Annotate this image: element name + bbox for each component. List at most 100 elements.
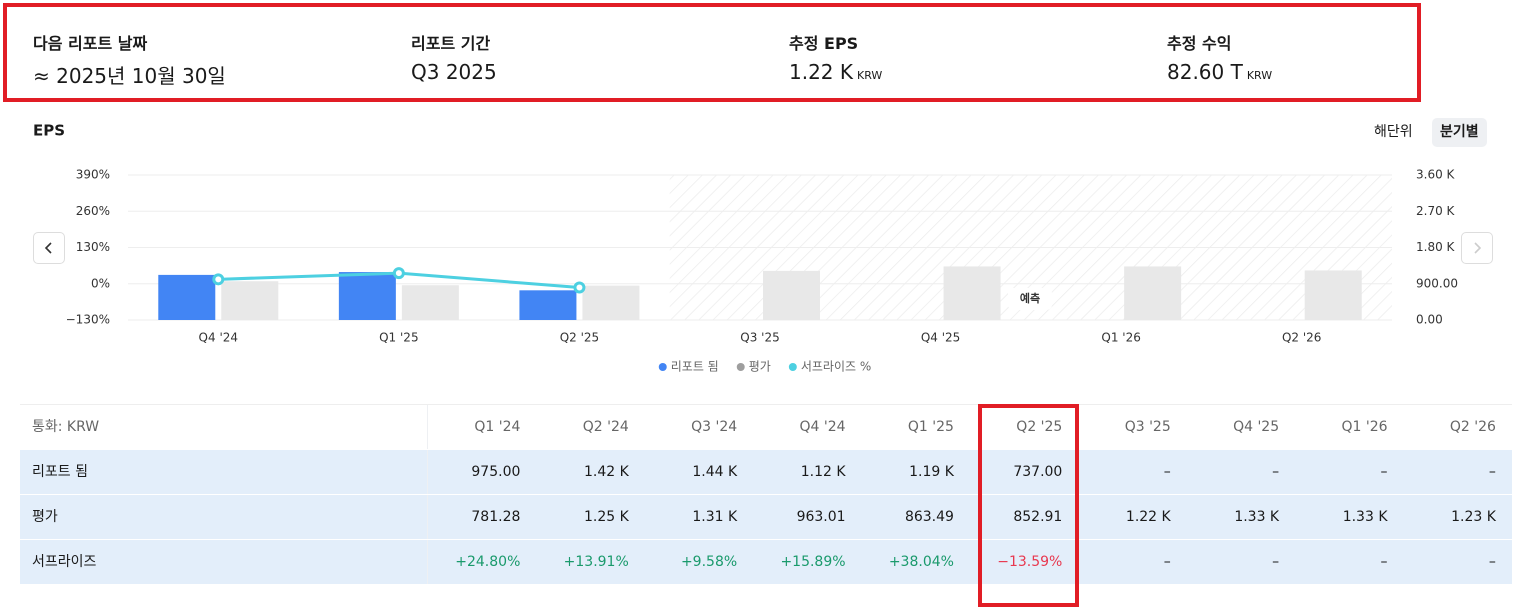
- summary-value-text: ≈ 2025년 10월 30일: [33, 64, 226, 88]
- x-tick-label: Q4 '24: [199, 331, 238, 345]
- table-cell: +13.91%: [563, 554, 629, 570]
- table-header-row: 통화: KRW Q1 '24 Q2 '24 Q3 '24 Q4 '24 Q1 '25 Q2 …: [20, 405, 1512, 449]
- legend-label: 서프라이즈 %: [801, 360, 871, 374]
- table-cell: –: [1380, 464, 1388, 480]
- prev-icon: [44, 242, 52, 254]
- toggle-quarterly[interactable]: 분기별: [1432, 118, 1487, 147]
- table-cell: 1.19 K: [909, 464, 954, 480]
- next-icon: [1474, 242, 1482, 254]
- header-cell: Q3 '24: [691, 419, 738, 435]
- table-cell: 963.01: [796, 509, 846, 525]
- table-cell: 1.33 K: [1234, 509, 1280, 525]
- next-button[interactable]: [1461, 232, 1493, 264]
- summary-item: 다음 리포트 날짜 ≈ 2025년 10월 30일: [33, 30, 226, 89]
- table-cell: +38.04%: [888, 554, 954, 570]
- summary-unit: KRW: [1246, 69, 1273, 82]
- forecast-badge-bg: [1008, 288, 1052, 310]
- legend-swatch: [658, 363, 667, 371]
- y-tick-label: 390%: [76, 168, 110, 182]
- highlight-box: [978, 404, 1079, 607]
- summary-item: 리포트 기간 Q3 2025: [411, 30, 497, 84]
- legend-label: 리포트 됨: [671, 360, 719, 374]
- table-cell: 1.22 K: [1125, 509, 1171, 525]
- y-tick-label: 130%: [76, 240, 110, 254]
- header-cell: 통화: KRW: [20, 405, 428, 449]
- table-cell: 781.28: [471, 509, 521, 525]
- bar: [519, 290, 577, 320]
- summary-value-text: 82.60 T: [1167, 60, 1243, 84]
- summary-unit: KRW: [857, 69, 883, 82]
- bar: [763, 270, 820, 320]
- summary-value: ≈ 2025년 10월 30일: [33, 60, 226, 89]
- summary-label: 다음 리포트 날짜: [33, 34, 148, 53]
- x-tick-label: Q2 '25: [560, 331, 599, 345]
- legend-swatch: [736, 363, 745, 371]
- summary-value: Q3 2025: [411, 60, 497, 84]
- y-tick-label: 260%: [76, 204, 110, 218]
- table-cell: –: [1163, 554, 1171, 570]
- header-cell: Q4 '25: [1233, 419, 1280, 435]
- header-cell: Q2 '25: [1016, 419, 1063, 435]
- table-row: 리포트 됨 975.00 1.42 K 1.44 K 1.12 K 1.19 K 737.0…: [20, 450, 1512, 494]
- forecast-label: 예측: [1020, 291, 1040, 305]
- header-cell: Q1 '24: [474, 419, 521, 435]
- summary-label: 추정 수익: [1167, 34, 1232, 53]
- table-cell: 975.00: [471, 464, 521, 480]
- bar: [1304, 270, 1362, 320]
- table-cell: +24.80%: [455, 554, 521, 570]
- surprise-point: [212, 273, 225, 286]
- table-cell: 737.00: [1013, 464, 1063, 480]
- summary-item: 추정 EPS 1.22 K KRW: [789, 30, 882, 84]
- y2-tick-label: 900.00: [1416, 276, 1458, 290]
- y2-tick-label: 2.70 K: [1416, 204, 1456, 218]
- table-cell: +15.89%: [780, 554, 846, 570]
- surprise-point: [573, 281, 586, 294]
- prev-button[interactable]: [33, 232, 65, 264]
- table-cell: −13.59%: [997, 554, 1063, 570]
- table-cell: 1.33 K: [1342, 509, 1388, 525]
- table-cell: –: [1488, 464, 1496, 480]
- bar: [401, 285, 459, 320]
- y2-tick-label: 3.60 K: [1416, 168, 1456, 182]
- table-cell: 1.25 K: [583, 509, 629, 525]
- forecast-badge: 예측: [1008, 288, 1052, 310]
- table: 통화: KRW Q1 '24 Q2 '24 Q3 '24 Q4 '24 Q1 '25 Q2 …: [20, 404, 1512, 585]
- table-cell: 1.42 K: [583, 464, 629, 480]
- table-row: 서프라이즈 +24.80% +13.91% +9.58% +15.89% +38.04% −…: [20, 540, 1512, 584]
- header-cell: Q3 '25: [1124, 419, 1171, 435]
- legend-swatch: [788, 363, 797, 371]
- table-cell: 평가: [20, 495, 428, 539]
- summary-value-text: Q3 2025: [411, 60, 497, 84]
- summary-value-text: 1.22 K: [789, 60, 854, 84]
- x-tick-label: Q1 '25: [379, 331, 418, 345]
- chart: EPS −130% 0% 130% 260% 390% 0.00 900.00 1.80 K 2…: [33, 122, 1458, 374]
- bar: [582, 285, 640, 320]
- table-cell: –: [1380, 554, 1388, 570]
- table-cell: –: [1272, 464, 1280, 480]
- table-cell: 1.12 K: [800, 464, 846, 480]
- table-cell: 852.91: [1013, 509, 1063, 525]
- summary-value: 82.60 T KRW: [1167, 60, 1272, 84]
- highlight-box: [3, 3, 1421, 102]
- x-tick-label: Q1 '26: [1101, 331, 1140, 345]
- x-tick-label: Q2 '26: [1282, 331, 1321, 345]
- legend: 리포트 됨 평가 서프라이즈 %: [658, 360, 871, 374]
- table-cell: 서프라이즈: [20, 540, 428, 584]
- x-tick-label: Q3 '25: [740, 331, 779, 345]
- table-cell: –: [1163, 464, 1171, 480]
- bar: [158, 274, 216, 320]
- table-cell: 863.49: [904, 509, 954, 525]
- bar: [338, 272, 396, 320]
- table-cell: +9.58%: [680, 554, 738, 570]
- chart-title: EPS: [33, 122, 65, 140]
- header-cell: Q2 '26: [1449, 419, 1496, 435]
- summary-item: 추정 수익 82.60 T KRW: [1167, 30, 1272, 84]
- table-cell: –: [1488, 554, 1496, 570]
- table-row: 평가 781.28 1.25 K 1.31 K 963.01 863.49 852.91 1.…: [20, 495, 1512, 539]
- table-cell: 1.44 K: [692, 464, 738, 480]
- bar: [221, 281, 279, 320]
- toggle-annual[interactable]: 해단위: [1374, 124, 1413, 140]
- summary-label: 추정 EPS: [789, 34, 859, 53]
- header-cell: Q1 '25: [907, 419, 954, 435]
